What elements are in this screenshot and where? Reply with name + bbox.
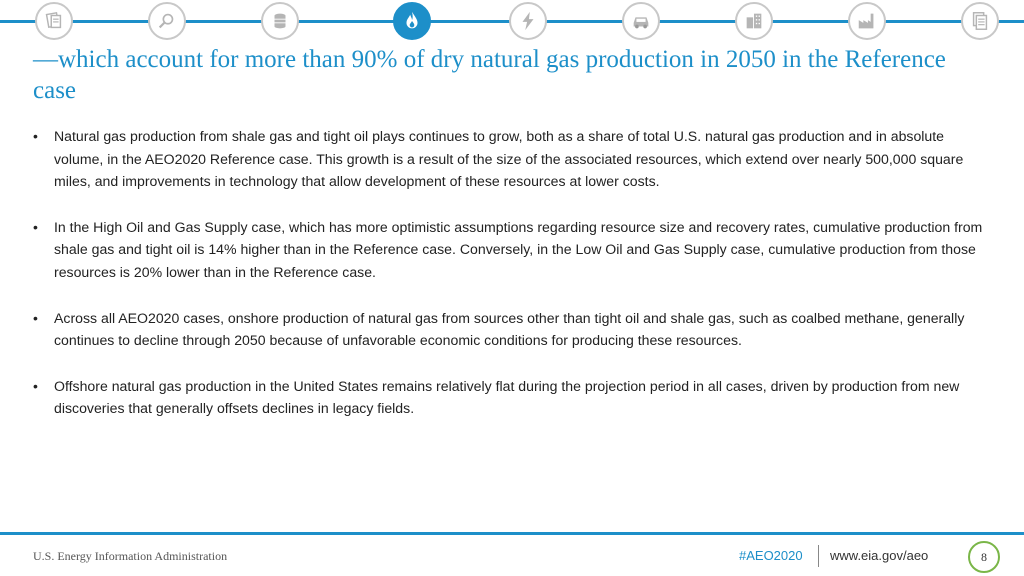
documents-icon: [45, 11, 62, 29]
slide-title: —which account for more than 90% of dry …: [33, 46, 946, 104]
footer-url-link[interactable]: www.eia.gov/aeo: [830, 548, 929, 563]
bullet-item: • In the High Oil and Gas Supply case, w…: [33, 216, 993, 284]
nav-industrial[interactable]: [848, 2, 886, 40]
nav-transportation[interactable]: [622, 2, 660, 40]
footer-divider: [818, 545, 819, 567]
nav-reports[interactable]: [961, 2, 999, 40]
bullet-text: Across all AEO2020 cases, onshore produc…: [54, 309, 965, 349]
transportation-icon: [633, 17, 649, 29]
analysis-icon: [158, 13, 174, 29]
bullet-list: • Natural gas production from shale gas …: [33, 125, 993, 443]
section-nav: [0, 0, 1024, 44]
industrial-icon: [858, 13, 874, 29]
nav-electricity[interactable]: [509, 2, 547, 40]
bullet-text: Natural gas production from shale gas an…: [54, 128, 964, 190]
bullet-marker: •: [33, 309, 38, 326]
reports-icon: [972, 12, 988, 30]
bullet-marker: •: [33, 128, 38, 144]
bullet-text: In the High Oil and Gas Supply case, whi…: [54, 218, 983, 280]
nav-documents[interactable]: [35, 2, 73, 40]
bullet-marker: •: [33, 377, 38, 394]
footer-organization: U.S. Energy Information Administration: [33, 549, 228, 563]
nav-buildings[interactable]: [735, 2, 773, 40]
bullet-item: • Across all AEO2020 cases, onshore prod…: [33, 307, 993, 352]
petroleum-icon: [274, 13, 286, 29]
nav-analysis[interactable]: [148, 2, 186, 40]
electricity-icon: [522, 11, 534, 31]
bullet-item: • Offshore natural gas production in the…: [33, 375, 993, 420]
footer-rule: [0, 532, 1024, 535]
natural-gas-icon: [406, 11, 418, 29]
page-number: 8: [968, 541, 1000, 573]
nav-natural-gas[interactable]: [393, 2, 431, 40]
bullet-text: Offshore natural gas production in the U…: [54, 377, 960, 417]
nav-petroleum[interactable]: [261, 2, 299, 40]
buildings-icon: [746, 13, 762, 29]
bullet-marker: •: [33, 218, 38, 235]
footer-hashtag: #AEO2020: [739, 548, 803, 563]
bullet-item: • Natural gas production from shale gas …: [33, 125, 993, 193]
